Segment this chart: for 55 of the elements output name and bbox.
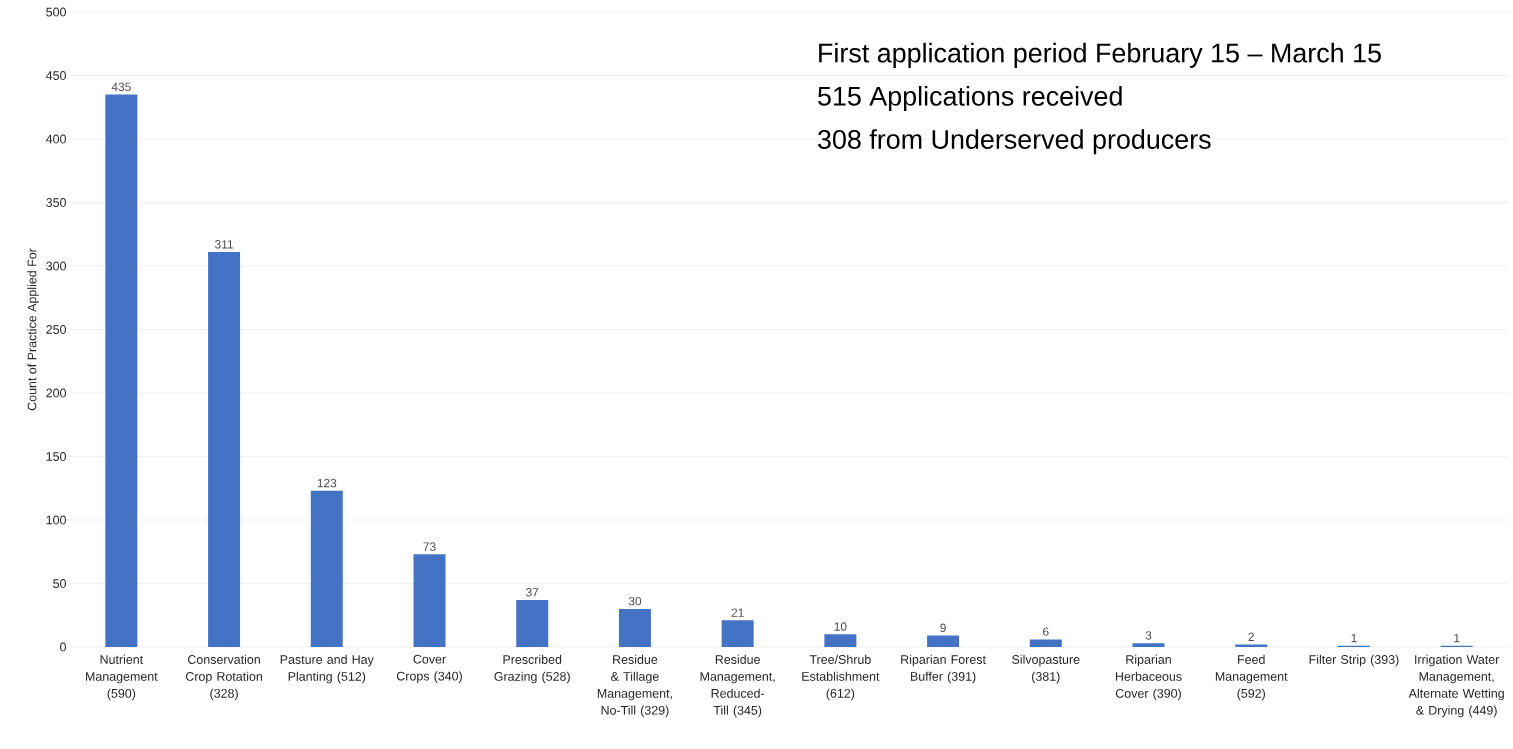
x-tick-label: Pasture and Hay Planting (512): [280, 654, 374, 684]
x-tick-label: Silvopasture (381): [1012, 654, 1080, 684]
y-axis-title: Count of Practice Applied For: [27, 248, 39, 411]
y-tick-label: 350: [46, 198, 66, 207]
data-label: 2: [1248, 632, 1254, 641]
y-tick-label: 150: [46, 452, 66, 461]
y-tick-label: 0: [60, 642, 66, 652]
y-tick-label: 100: [46, 515, 66, 525]
bar: [927, 635, 960, 647]
data-label: 30: [628, 596, 642, 606]
y-tick-label: 200: [46, 388, 66, 398]
bar: [208, 252, 241, 647]
x-tick-label: Filter Strip (393): [1309, 654, 1399, 667]
annotation: 515 Applications received: [818, 85, 1122, 112]
bar: [105, 94, 138, 647]
y-tick-label: 400: [45, 134, 66, 144]
x-tick-label: Irrigation Water Management, Alternate Wetting & Drying (449): [1408, 654, 1504, 718]
annotation: First application period February 15 – March 15: [819, 42, 1381, 68]
bar: [310, 490, 343, 647]
y-tick-label: 50: [53, 579, 66, 588]
data-label: 6: [1043, 627, 1049, 636]
x-tick-label: Conservation Crop Rotation (328): [185, 654, 262, 701]
x-tick-label: Feed Management (592): [1215, 654, 1288, 701]
bar: [1235, 644, 1268, 647]
data-label: 3: [1145, 631, 1152, 640]
data-label: 9: [940, 623, 946, 633]
x-tick-label: Residue & Tillage Management, No-Till (329): [597, 654, 672, 718]
y-tick-label: 450: [45, 71, 66, 80]
data-label: 1: [1351, 633, 1357, 643]
x-tick-label: Nutrient Management (590): [86, 654, 158, 701]
data-label: 435: [111, 82, 131, 92]
x-tick-label: Cover Crops (340): [396, 654, 462, 683]
bar: [618, 608, 651, 647]
data-label: 21: [731, 608, 744, 617]
data-label: 73: [423, 542, 436, 551]
x-tick-label: Riparian Herbaceous Cover (390): [1115, 654, 1182, 701]
bar: [413, 554, 446, 647]
x-tick-label: Residue Management, Reduced-Till (345): [700, 654, 775, 718]
y-tick-label: 500: [46, 7, 66, 17]
data-label: 1: [1454, 633, 1460, 643]
bar: [824, 634, 857, 647]
y-tick-label: 300: [46, 261, 66, 271]
data-label: 37: [526, 588, 539, 597]
bar: [1029, 639, 1062, 647]
data-label: 10: [834, 622, 847, 631]
bar: [1132, 643, 1165, 647]
annotation: 308 from Underserved producers: [818, 129, 1211, 155]
x-tick-label: Riparian Forest Buffer (391): [901, 654, 986, 684]
data-label: 123: [317, 478, 337, 488]
x-tick-label: Tree/Shrub Establishment (612): [802, 654, 880, 701]
y-tick-label: 250: [46, 325, 66, 334]
data-label: 311: [215, 240, 234, 249]
bar: [516, 600, 549, 647]
x-tick-label: Prescribed Grazing (528): [494, 654, 570, 684]
bar: [721, 620, 754, 647]
